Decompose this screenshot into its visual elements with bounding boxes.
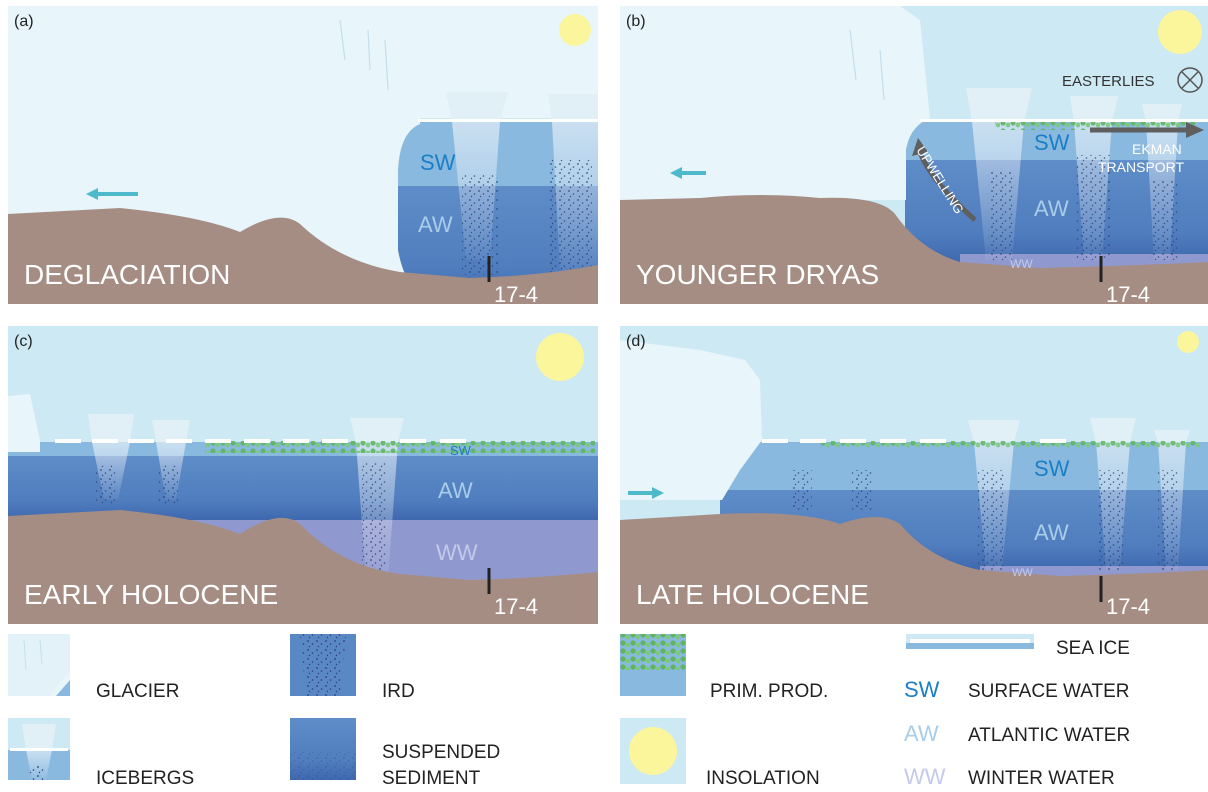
ekman-label-line1: EKMAN [1132, 141, 1182, 157]
glacier [620, 6, 930, 200]
panel-title: EARLY HOLOCENE [24, 579, 278, 610]
seabed [8, 510, 598, 624]
legend-prim-prod-swatch [620, 634, 686, 696]
legend: GLACIER ICEBERGS IRD SUSPENDED SEDIMENT [8, 634, 1130, 789]
water-label-ww: WW [1012, 567, 1033, 579]
panel-younger-dryas: (b) EASTERLIES SW EKMAN TRANSPORT UPWELL… [620, 6, 1208, 307]
core-label: 17-4 [494, 282, 538, 307]
iceberg [446, 92, 508, 122]
panel-letter: (c) [14, 333, 33, 350]
sun-icon [1177, 331, 1199, 353]
wind-into-page-icon [1177, 67, 1203, 93]
legend-sw-label: SURFACE WATER [968, 681, 1130, 702]
legend-insolation-swatch [620, 718, 686, 784]
legend-ww-label: WINTER WATER [968, 768, 1115, 789]
legend-icebergs-swatch [8, 718, 70, 780]
ekman-label-line2: TRANSPORT [1098, 159, 1185, 175]
glacier [620, 340, 762, 500]
water-label-aw: AW [1034, 520, 1069, 545]
sun-icon [629, 727, 677, 775]
legend-glacier-swatch [8, 634, 70, 696]
legend-prim-prod-label: PRIM. PROD. [710, 681, 828, 702]
core-label: 17-4 [494, 594, 538, 619]
legend-sea-ice-label: SEA ICE [1056, 638, 1130, 659]
sun-icon [559, 14, 591, 46]
water-label-ww: WW [1010, 257, 1033, 271]
legend-sw-code: SW [904, 677, 940, 702]
seabed [620, 195, 1208, 304]
iceberg [548, 94, 598, 122]
core-label: 17-4 [1106, 594, 1150, 619]
seabed [8, 208, 598, 304]
iceberg [1154, 430, 1190, 442]
panel-deglaciation: (a) SW AW DEGLACIATION 17-4 [8, 6, 598, 307]
iceberg [968, 420, 1020, 442]
legend-ww-code: WW [904, 764, 946, 789]
iceberg [1142, 104, 1182, 122]
iceberg [350, 418, 404, 442]
water-label-aw: AW [438, 478, 473, 503]
water-label-aw: AW [1034, 196, 1069, 221]
panel-letter: (a) [14, 13, 34, 30]
sun-icon [536, 333, 584, 381]
legend-icebergs-label: ICEBERGS [96, 768, 194, 789]
iceberg [966, 88, 1032, 122]
sun-icon [1158, 10, 1202, 54]
panel-title: DEGLACIATION [24, 259, 230, 290]
panel-early-holocene: (c) SW AW WW EARLY HOLOCENE 17-4 [8, 326, 598, 624]
iceberg [1070, 96, 1118, 122]
panel-letter: (d) [626, 333, 646, 350]
legend-ird-label: IRD [382, 681, 415, 702]
water-label-aw: AW [418, 212, 453, 237]
glacier [8, 394, 40, 452]
seabed [620, 513, 1208, 624]
core-label: 17-4 [1106, 282, 1150, 307]
panel-title: LATE HOLOCENE [636, 579, 869, 610]
water-label-sw: SW [420, 150, 456, 175]
iceberg [1090, 418, 1136, 442]
legend-glacier-label: GLACIER [96, 681, 179, 702]
easterlies-label: EASTERLIES [1062, 73, 1155, 90]
water-label-sw: SW [450, 443, 472, 458]
water-label-sw: SW [1034, 456, 1070, 481]
iceberg [88, 414, 134, 442]
legend-aw-label: ATLANTIC WATER [968, 725, 1130, 746]
panel-late-holocene: (d) SW AW WW LATE HOLOCENE 17-4 [620, 326, 1208, 624]
water-label-sw: SW [1034, 130, 1070, 155]
legend-ird-swatch [290, 634, 356, 696]
legend-aw-code: AW [904, 721, 939, 746]
legend-insolation-label: INSOLATION [706, 768, 820, 789]
panel-title: YOUNGER DRYAS [636, 259, 879, 290]
legend-suspended-sediment-swatch [290, 718, 356, 780]
water-label-ww: WW [436, 540, 478, 565]
legend-sea-ice-swatch [906, 634, 1034, 649]
legend-suspended-label-line2: SEDIMENT [382, 768, 481, 789]
panel-letter: (b) [626, 13, 646, 30]
legend-suspended-label-line1: SUSPENDED [382, 742, 500, 763]
iceberg [152, 420, 190, 442]
